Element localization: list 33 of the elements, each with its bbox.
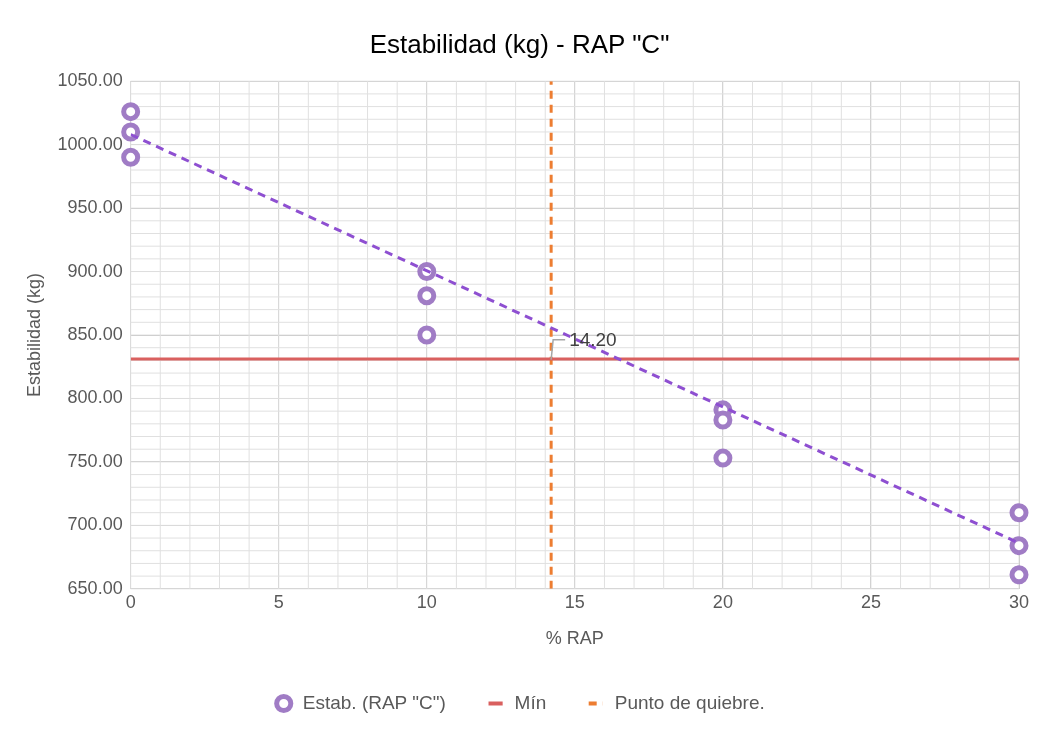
x-tick-label: 10 [416,591,437,612]
point [713,448,733,468]
point [417,325,437,345]
x-tick-label: 20 [712,591,733,612]
point [121,147,141,167]
point [1009,565,1029,585]
x-tick-label: 15 [564,591,585,612]
y-tick-label: 1050.00 [57,70,123,91]
y-tick-label: 750.00 [67,450,123,471]
point [1009,536,1029,556]
y-tick-label: 950.00 [67,197,123,218]
point [713,410,733,430]
y-tick-label: 900.00 [67,260,123,281]
y-tick-label: 800.00 [67,387,123,408]
point [121,102,141,122]
legend-label: Punto de quiebre. [614,691,765,713]
chart-title: Estabilidad (kg) - RAP "C" [369,28,670,59]
y-tick-label: 1000.00 [57,133,123,154]
x-tick-label: 30 [1008,591,1030,612]
x-tick-label: 25 [860,591,881,612]
point [417,286,437,306]
x-axis-title: % RAP [545,628,604,649]
x-tick-label: 0 [125,591,136,612]
legend-label: Estab. (RAP "C") [302,691,446,713]
y-tick-label: 650.00 [67,577,123,598]
legend-label: Mín [514,691,547,713]
x-tick-label: 5 [273,591,284,612]
point [121,122,141,142]
annotation: 14.20 [569,328,617,350]
y-tick-label: 850.00 [67,323,123,344]
point [1009,503,1029,523]
y-tick-label: 700.00 [67,514,123,535]
y-axis-title: Estabilidad (kg) [23,272,44,398]
